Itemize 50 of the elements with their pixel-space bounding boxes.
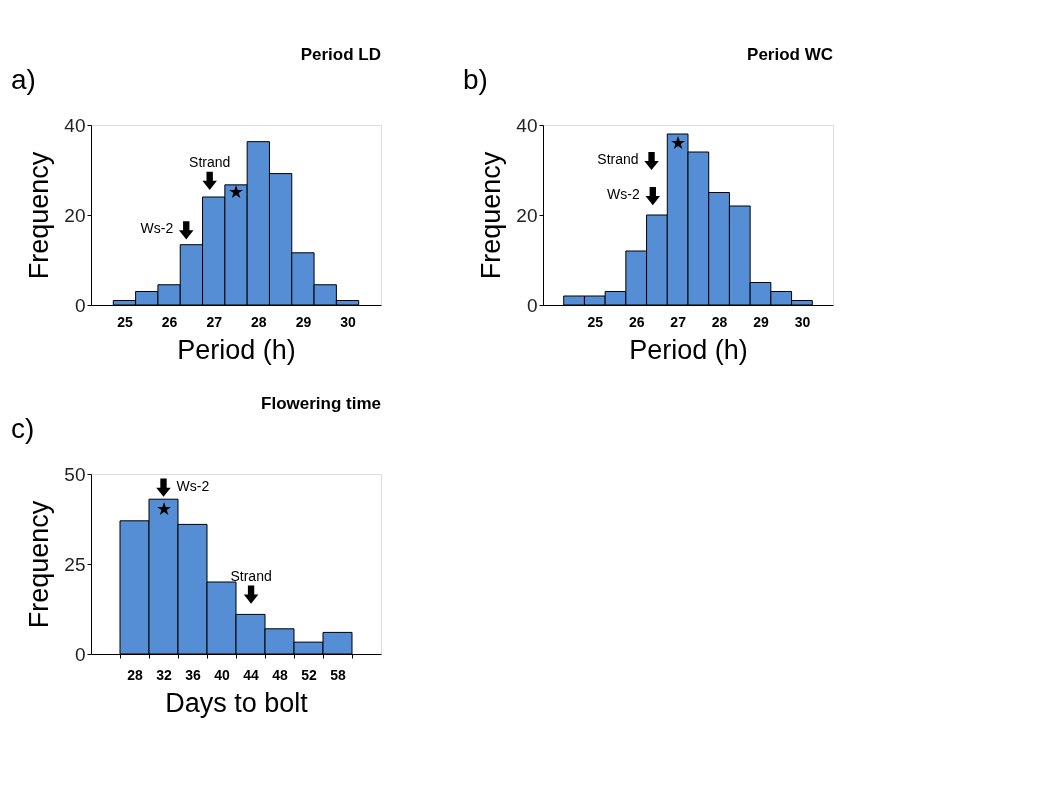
x-tick-label: 25	[117, 313, 133, 330]
x-tick-label: 26	[161, 313, 178, 330]
annotation: Ws-2	[176, 477, 210, 494]
x-tick-label: 30	[340, 313, 357, 330]
annotation: ★	[669, 132, 686, 153]
x-tick-label: 44	[243, 666, 259, 683]
x-axis-title: Period (h)	[177, 334, 296, 365]
x-tick-label: 32	[156, 666, 172, 683]
x-tick-label: 36	[185, 666, 201, 683]
annotation: ★	[228, 182, 245, 203]
chart-title: Period LD	[300, 45, 381, 64]
y-tick-label: 50	[64, 463, 86, 485]
y-tick-label: 20	[516, 204, 538, 226]
annotation: Strand	[230, 567, 272, 584]
x-tick-label: 52	[301, 666, 317, 683]
x-axis-title: Period (h)	[629, 334, 748, 365]
x-tick-label: 27	[206, 313, 223, 330]
text: b)	[463, 64, 488, 95]
text: a)	[11, 64, 36, 95]
annotation: Ws-2	[607, 186, 640, 203]
y-tick-label: 40	[516, 114, 538, 136]
x-tick-label: 28	[711, 313, 728, 330]
x-tick-label: 26	[628, 313, 645, 330]
x-axis-title: Days to bolt	[165, 687, 309, 718]
x-tick-label: 48	[272, 666, 288, 683]
annotation: Ws-2	[140, 220, 174, 237]
x-tick-label: 30	[794, 313, 811, 330]
y-tick-label: 0	[74, 294, 86, 316]
annotation: Strand	[597, 151, 639, 167]
y-tick-label: 40	[64, 114, 86, 136]
text: c)	[11, 413, 35, 444]
y-tick-label: 20	[64, 204, 86, 226]
x-tick-label: 58	[330, 666, 346, 683]
y-tick-label: 0	[74, 643, 86, 665]
y-tick-label: 25	[64, 553, 86, 575]
x-tick-label: 40	[214, 666, 230, 683]
annotation: Strand	[189, 153, 231, 170]
x-tick-label: 29	[753, 313, 769, 330]
y-axis-title: Frequency	[24, 500, 55, 629]
annotation: ★	[155, 499, 172, 519]
chart-title: Period WC	[747, 45, 833, 64]
x-tick-label: 29	[295, 313, 312, 330]
y-axis-title: Frequency	[476, 151, 507, 280]
x-tick-label: 25	[587, 313, 604, 330]
chart-title: Flowering time	[261, 394, 381, 413]
x-tick-label: 27	[670, 313, 687, 330]
y-tick-label: 0	[526, 294, 538, 316]
x-tick-label: 28	[251, 313, 267, 330]
x-tick-label: 28	[127, 666, 143, 683]
y-axis-title: Frequency	[24, 151, 55, 280]
